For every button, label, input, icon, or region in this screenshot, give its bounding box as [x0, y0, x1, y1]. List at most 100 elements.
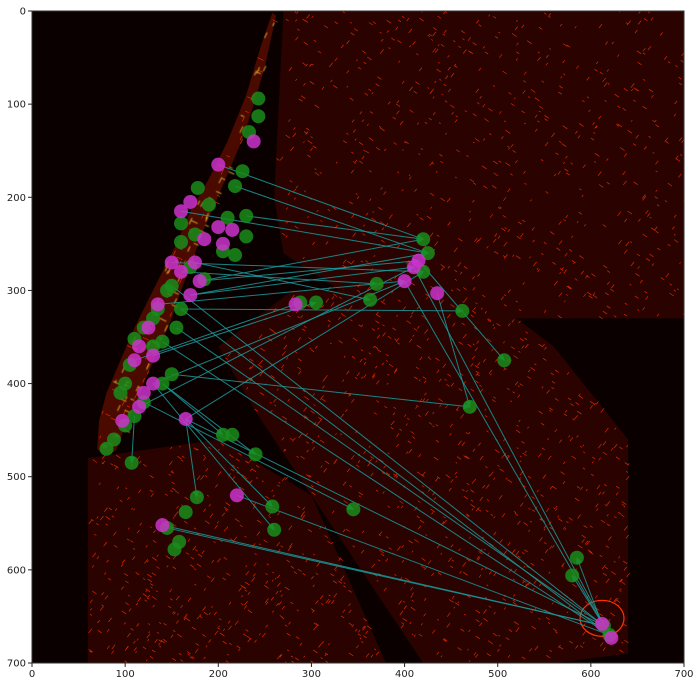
- street-map-layer: [87, 11, 684, 663]
- y-tick-label: 600: [7, 565, 26, 576]
- y-tick-3: 300: [7, 286, 32, 297]
- pickup-point: [106, 432, 121, 447]
- trip-arrow: [162, 383, 224, 436]
- dropoff-point: [174, 264, 189, 279]
- pickup-point: [369, 276, 384, 291]
- dropoff-point: [141, 320, 156, 335]
- pickup-point: [248, 447, 263, 462]
- trip-arrow: [171, 373, 471, 410]
- trip-arrow: [171, 261, 425, 275]
- x-tick-label: 100: [116, 669, 135, 680]
- dropoff-point: [146, 348, 161, 363]
- dropoff-point: [215, 236, 230, 251]
- trip-arrow: [138, 266, 415, 408]
- pickup-point: [190, 180, 205, 195]
- trip-arrow: [134, 301, 302, 361]
- trip-arrow: [246, 215, 425, 242]
- dropoff-point: [155, 518, 170, 533]
- x-tick-0: 0: [29, 663, 35, 680]
- x-tick-label: 400: [395, 669, 414, 680]
- dropoff-point: [115, 413, 130, 428]
- x-tick-1: 100: [116, 663, 135, 680]
- dropoff-point: [132, 339, 147, 354]
- x-tick-label: 300: [302, 669, 321, 680]
- x-tick-6: 600: [581, 663, 600, 680]
- pickup-point: [267, 522, 282, 537]
- trip-arrow: [234, 185, 429, 255]
- trip-arrow: [152, 301, 318, 357]
- pickup-point: [235, 164, 250, 179]
- plot-frame: [31, 10, 685, 664]
- dropoff-point: [150, 297, 165, 312]
- x-tick-label: 200: [209, 669, 228, 680]
- trip-arrow: [152, 383, 275, 531]
- y-tick-label: 700: [7, 659, 26, 670]
- trip-arrow: [190, 264, 415, 296]
- pickup-point: [251, 109, 266, 124]
- pickup-point: [99, 441, 114, 456]
- trip-points-layer: [99, 91, 619, 645]
- trip-arrow: [194, 261, 372, 302]
- y-tick-1: 100: [7, 100, 32, 111]
- y-tick-0: 0: [20, 7, 32, 18]
- pickup-point: [239, 208, 254, 223]
- y-tick-label: 400: [7, 379, 26, 390]
- north-east-region: [274, 11, 684, 319]
- trip-arrow: [185, 418, 199, 499]
- pickup-point: [174, 234, 189, 249]
- dropoff-point: [397, 274, 412, 289]
- dropoff-point: [183, 288, 198, 303]
- pickup-point: [416, 232, 431, 247]
- trip-arrows-layer: [129, 164, 612, 639]
- y-tick-4: 400: [7, 379, 32, 390]
- pickup-point: [363, 292, 378, 307]
- dropoff-point: [595, 616, 610, 631]
- pickup-point: [113, 385, 128, 400]
- trip-arrow: [236, 494, 611, 636]
- pickup-point: [220, 210, 235, 225]
- x-tick-label: 600: [581, 669, 600, 680]
- y-tick-label: 300: [7, 286, 26, 297]
- dropoff-point: [132, 399, 147, 414]
- y-tick-label: 0: [20, 7, 26, 18]
- dropoff-point: [174, 204, 189, 219]
- x-tick-label: 0: [29, 669, 35, 680]
- trip-arrow: [185, 271, 425, 420]
- pickup-point: [169, 320, 184, 335]
- trip-arrow: [190, 251, 429, 296]
- trip-arrow: [576, 556, 603, 625]
- pickup-point: [228, 179, 243, 194]
- y-tick-5: 500: [7, 472, 32, 483]
- dropoff-point: [178, 411, 193, 426]
- pickup-point: [228, 248, 243, 263]
- dropoff-point: [197, 232, 212, 247]
- pickup-point: [164, 367, 179, 382]
- trip-arrow: [143, 401, 355, 510]
- trip-arrow: [129, 416, 136, 464]
- airport-outline: [579, 599, 625, 637]
- trip-arrow: [181, 307, 464, 314]
- x-tick-3: 300: [302, 663, 321, 680]
- x-tick-5: 500: [488, 663, 507, 680]
- y-tick-label: 200: [7, 193, 26, 204]
- y-axis: 0 100 200 300 400 500 600 700: [7, 7, 32, 670]
- pickup-point: [174, 216, 189, 231]
- pickup-point: [497, 353, 512, 368]
- dropoff-point: [146, 376, 161, 391]
- trip-arrow: [199, 258, 420, 282]
- trip-arrow: [157, 278, 406, 305]
- y-tick-7: 700: [7, 659, 32, 670]
- trip-arrow: [180, 271, 378, 287]
- pickup-point: [124, 455, 139, 470]
- dropoff-point: [188, 255, 202, 270]
- dropoff-point: [136, 385, 151, 400]
- pickup-point: [189, 490, 204, 505]
- pickup-point: [420, 246, 435, 261]
- x-axis: 0 100 200 300 400 500 600 700: [29, 663, 694, 680]
- pickup-point: [174, 302, 189, 317]
- dropoff-point: [192, 274, 207, 289]
- x-tick-4: 400: [395, 663, 414, 680]
- dropoff-point: [211, 220, 226, 235]
- pickup-point: [178, 505, 193, 520]
- y-tick-label: 100: [7, 100, 26, 111]
